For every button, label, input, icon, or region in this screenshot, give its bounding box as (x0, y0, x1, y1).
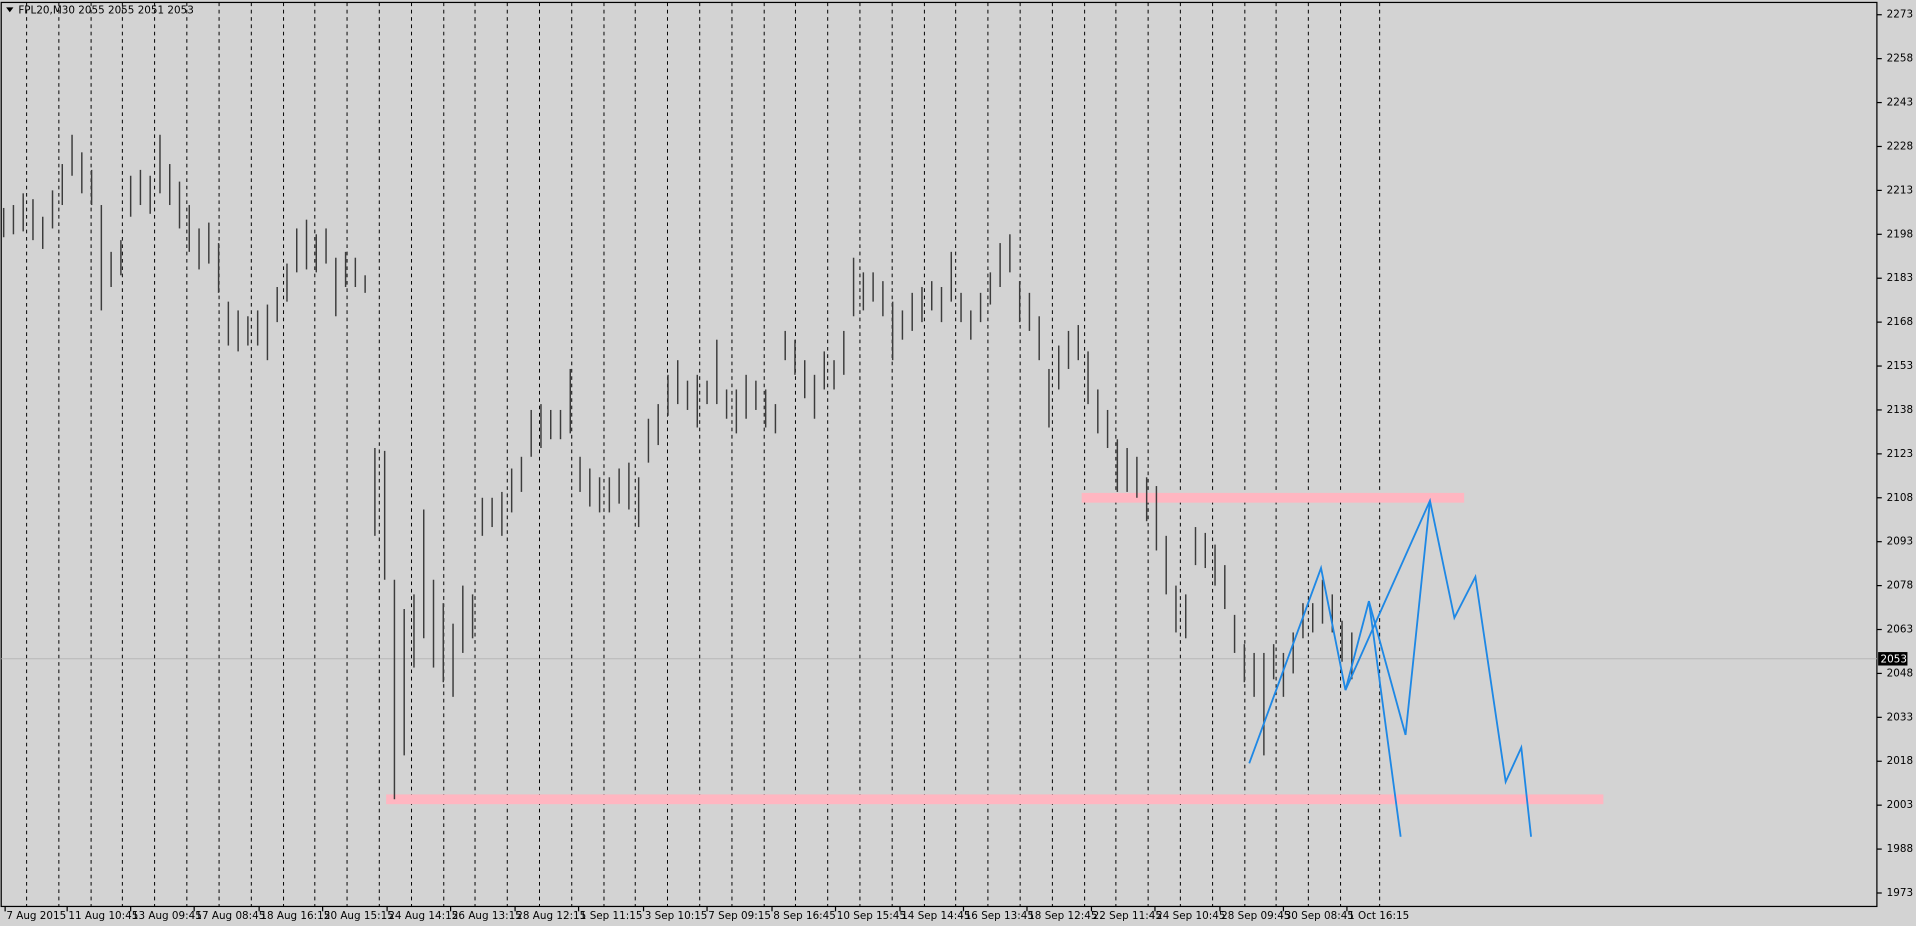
x-tick-label: 18 Sep 12:45 (1028, 910, 1097, 922)
x-tick-label: 28 Aug 12:15 (516, 910, 586, 922)
x-tick-label: 14 Sep 14:45 (901, 910, 970, 922)
x-tick-label: 20 Aug 15:15 (324, 910, 394, 922)
x-tick-label: 1 Oct 16:15 (1348, 910, 1409, 922)
y-tick-label: 2138 (1887, 404, 1913, 416)
y-tick-label: 2078 (1887, 580, 1913, 592)
y-tick-label: 2063 (1887, 624, 1913, 636)
x-tick-label: 13 Aug 09:45 (132, 910, 202, 922)
x-tick-label: 3 Sep 10:15 (645, 910, 708, 922)
x-tick-label: 24 Sep 10:45 (1156, 910, 1225, 922)
x-tick-label: 11 Aug 10:45 (68, 910, 138, 922)
y-tick-label: 2198 (1887, 228, 1913, 240)
y-tick-label: 2168 (1887, 316, 1913, 328)
x-tick-label: 18 Aug 16:15 (260, 910, 330, 922)
support-zone (386, 794, 1604, 805)
x-tick-label: 26 Aug 13:15 (452, 910, 522, 922)
y-tick-label: 2258 (1887, 53, 1913, 65)
y-tick-label: 2033 (1887, 711, 1913, 723)
x-tick-label: 17 Aug 08:45 (195, 910, 265, 922)
x-tick-label: 22 Sep 11:45 (1093, 910, 1162, 922)
y-tick-label: 1973 (1887, 887, 1913, 899)
y-tick-label: 2273 (1887, 9, 1913, 21)
y-tick-label: 2153 (1887, 360, 1913, 372)
y-tick-label: 2243 (1887, 97, 1913, 109)
y-tick-label: 2048 (1887, 667, 1913, 679)
x-tick-label: 30 Sep 08:45 (1285, 910, 1354, 922)
labels-layer: 2273 2258 2243 2228 2213 2198 2183 2168 2153 2138… (4, 9, 1913, 922)
y-tick-label: 2228 (1887, 140, 1913, 152)
menu-arrow[interactable] (6, 7, 14, 13)
y-tick-label: 2018 (1887, 755, 1913, 767)
x-tick-label: 10 Sep 15:45 (837, 910, 906, 922)
marks-layer (2, 134, 1604, 837)
x-tick-label: 28 Sep 09:45 (1221, 910, 1290, 922)
chart-title: FPL20,M30 2055 2055 2051 2053 (18, 4, 193, 16)
x-tick-label: 7 Sep 09:15 (708, 910, 771, 922)
last-price-tag (1878, 652, 1908, 666)
x-tick-label: 16 Sep 13:45 (965, 910, 1034, 922)
x-tick-label: 1 Sep 11:15 (580, 910, 643, 922)
y-tick-label: 2123 (1887, 448, 1913, 460)
y-tick-label: 2003 (1887, 799, 1913, 811)
projection-line (1368, 500, 1431, 736)
x-tick-label: 7 Aug 2015 (6, 910, 66, 922)
y-tick-label: 2183 (1887, 272, 1913, 284)
grid-layer (1, 2, 1877, 907)
projection-line (1248, 564, 1402, 837)
x-tick-label: 8 Sep 16:45 (773, 910, 836, 922)
y-tick-label: 2093 (1887, 536, 1913, 548)
support-zone (1081, 492, 1465, 503)
last-price-label: 2053 (1881, 653, 1907, 665)
y-tick-label: 2213 (1887, 184, 1913, 196)
y-tick-label: 1988 (1887, 843, 1913, 855)
y-tick-label: 2108 (1887, 492, 1913, 504)
x-tick-label: 24 Aug 14:15 (388, 910, 458, 922)
